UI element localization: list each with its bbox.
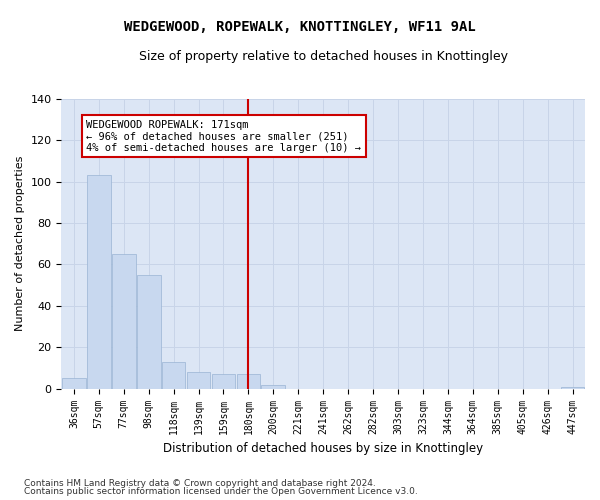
Text: Contains HM Land Registry data © Crown copyright and database right 2024.: Contains HM Land Registry data © Crown c… [24, 478, 376, 488]
Bar [112, 254, 136, 388]
Text: WEDGEWOOD, ROPEWALK, KNOTTINGLEY, WF11 9AL: WEDGEWOOD, ROPEWALK, KNOTTINGLEY, WF11 9… [124, 20, 476, 34]
Bar [236, 374, 260, 388]
Bar [162, 362, 185, 388]
X-axis label: Distribution of detached houses by size in Knottingley: Distribution of detached houses by size … [163, 442, 483, 455]
Bar [87, 176, 110, 388]
Text: WEDGEWOOD ROPEWALK: 171sqm
← 96% of detached houses are smaller (251)
4% of semi: WEDGEWOOD ROPEWALK: 171sqm ← 96% of deta… [86, 120, 361, 153]
Text: Contains public sector information licensed under the Open Government Licence v3: Contains public sector information licen… [24, 487, 418, 496]
Y-axis label: Number of detached properties: Number of detached properties [15, 156, 25, 332]
Bar [262, 384, 285, 388]
Title: Size of property relative to detached houses in Knottingley: Size of property relative to detached ho… [139, 50, 508, 63]
Bar [560, 386, 584, 388]
Bar [62, 378, 86, 388]
Bar [137, 275, 161, 388]
Bar [187, 372, 211, 388]
Bar [212, 374, 235, 388]
